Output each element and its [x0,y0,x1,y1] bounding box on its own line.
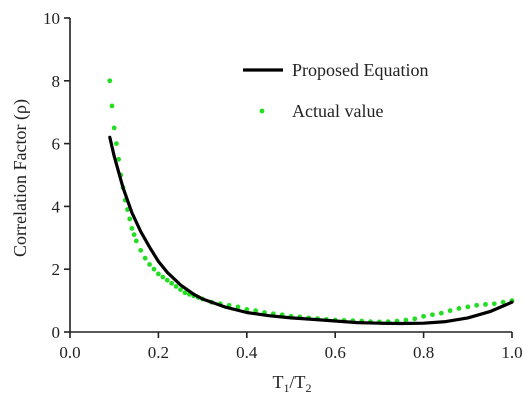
x-tick-label: 0.0 [59,343,80,362]
actual-value-point [164,277,170,283]
actual-value-point [500,299,506,305]
actual-value-point [474,302,480,308]
actual-value-point [129,225,135,231]
y-tick-label: 2 [52,260,61,279]
y-tick-label: 8 [52,72,61,91]
legend-dot-swatch [259,108,265,114]
x-axis-label: T1/T2 [272,372,311,395]
y-tick-label: 4 [52,197,61,216]
x-tick-label: 0.8 [413,343,434,362]
x-label-t2: T [295,372,306,392]
proposed-equation-line [108,135,514,326]
actual-value-point [465,304,471,310]
legend-dot-label: Actual value [292,101,383,121]
x-tick-label: 0.4 [236,343,258,362]
actual-value-point [438,310,444,316]
actual-value-point [491,301,497,307]
actual-value-point [178,287,183,293]
actual-value-point [412,316,418,322]
x-label-sub2: 2 [306,381,312,395]
ticks: 0 2 4 6 8 10 0.0 0.2 0.4 0.6 0.8 1.0 [43,9,523,362]
actual-value-point [147,262,152,267]
y-axis-label: Correlation Factor (ρ) [10,99,31,257]
actual-value-point [114,141,119,147]
y-tick-label: 10 [43,9,60,28]
actual-value-point [151,266,157,272]
actual-value-point [127,216,133,222]
actual-value-point [116,156,122,162]
x-label-sub1: 1 [283,381,289,395]
x-tick-label: 0.6 [325,343,346,362]
actual-value-point [456,306,462,311]
actual-value-point [182,290,188,296]
actual-value-point [430,312,435,318]
x-label-t1: T [272,372,283,392]
actual-value-point [156,271,161,277]
actual-value-point [109,103,115,109]
x-tick-label: 0.2 [148,343,169,362]
actual-value-point [173,284,179,289]
actual-value-point [403,317,409,323]
actual-value-point [131,232,137,238]
actual-value-point [421,313,426,319]
actual-value-point [160,274,166,280]
line-layer [108,135,514,326]
actual-value-point [133,238,139,244]
actual-value-point [447,308,453,314]
actual-value-point [142,255,148,261]
actual-value-point [111,125,117,131]
legend-line-label: Proposed Equation [292,60,429,80]
actual-value-point [107,78,113,84]
y-tick-label: 0 [52,323,61,342]
y-tick-label: 6 [52,135,61,154]
actual-value-point [235,304,241,310]
legend: Proposed Equation Actual value [243,60,429,121]
actual-value-point [138,247,144,253]
x-label-slash: / [289,372,294,392]
actual-value-point [253,308,259,314]
actual-value-point [483,301,488,307]
actual-value-point [169,280,175,286]
x-tick-label: 1.0 [501,343,522,362]
axes [69,18,512,333]
